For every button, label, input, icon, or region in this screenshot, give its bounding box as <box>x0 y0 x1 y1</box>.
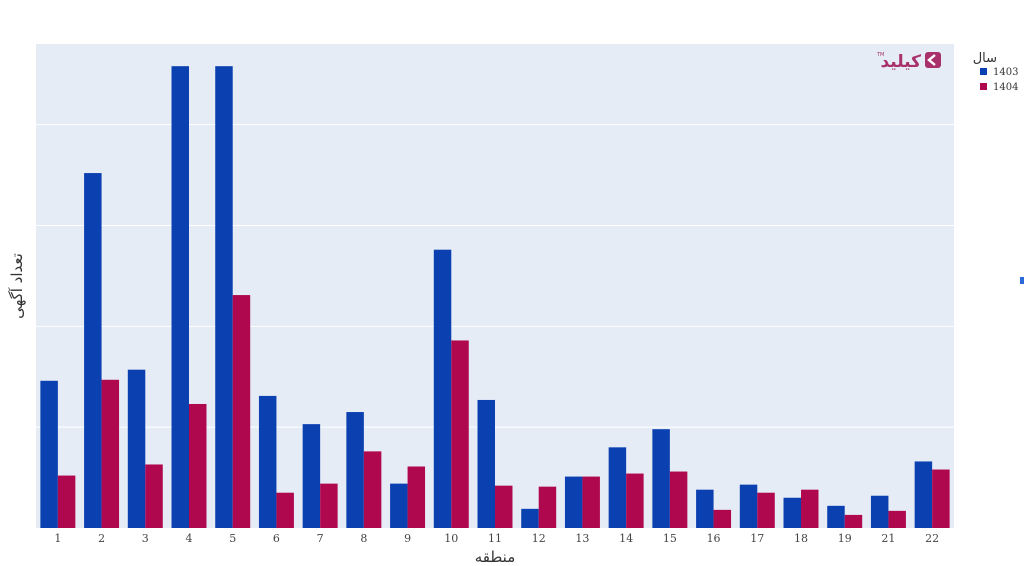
bar-1403-14 <box>608 447 627 528</box>
legend-item-label: 1404 <box>993 82 1018 93</box>
bar-1403-21 <box>870 495 889 528</box>
x-tick-label: 8 <box>360 532 367 545</box>
legend-swatch <box>980 83 987 90</box>
x-tick-label: 13 <box>575 532 589 545</box>
bar-1404-18 <box>801 489 819 528</box>
bar-1403-4 <box>171 66 189 528</box>
x-tick-label: 4 <box>186 532 193 545</box>
bar-1404-4 <box>189 403 207 528</box>
bar-1403-19 <box>827 505 845 528</box>
bar-1404-1 <box>57 475 76 528</box>
bar-1403-16 <box>696 489 714 528</box>
logo: کیلید TM <box>876 52 941 72</box>
x-tick-label: 17 <box>750 532 764 545</box>
bar-1403-10 <box>433 249 452 528</box>
bar-1404-6 <box>276 492 294 528</box>
legend-item-label: 1403 <box>993 67 1018 78</box>
bar-1403-18 <box>783 497 801 528</box>
bar-1404-22 <box>932 469 950 528</box>
bar-1404-10 <box>451 340 469 528</box>
bar-1404-11 <box>495 485 513 528</box>
x-tick-label: 22 <box>925 532 939 545</box>
bar-1404-12 <box>538 486 557 528</box>
x-tick-label: 16 <box>707 532 721 545</box>
bar-1403-8 <box>346 412 364 528</box>
x-tick-label: 9 <box>404 532 411 545</box>
bar-1403-7 <box>302 424 321 528</box>
x-tick-label: 2 <box>98 532 105 545</box>
bar-1403-11 <box>477 399 495 528</box>
legend-title: سال <box>973 51 997 66</box>
x-tick-label: 14 <box>619 532 633 545</box>
bar-1404-19 <box>844 514 863 528</box>
bar-1403-5 <box>215 66 233 528</box>
bar-1403-1 <box>40 380 58 528</box>
bar-1403-15 <box>652 429 670 528</box>
logo-tm: TM <box>876 52 884 58</box>
x-tick-label: 1 <box>54 532 61 545</box>
x-tick-label: 10 <box>444 532 458 545</box>
bar-1403-2 <box>84 173 102 529</box>
x-tick-label: 6 <box>273 532 280 545</box>
x-tick-label: 5 <box>229 532 236 545</box>
bar-1404-16 <box>713 509 732 528</box>
bar-1403-6 <box>258 395 277 528</box>
bar-1404-13 <box>582 476 600 528</box>
bar-1403-9 <box>390 483 408 528</box>
x-axis-title: منطقه <box>475 548 516 566</box>
x-axis-ticks: 1 2 3 4 5 6 7 8 9 10 11 12 13 14 15 16 17 18 19 21 22 <box>54 532 939 545</box>
bar-1403-17 <box>739 484 758 528</box>
legend: سال 1403 1404 <box>973 51 1019 93</box>
x-tick-label: 15 <box>663 532 677 545</box>
legend-swatch <box>980 68 987 75</box>
bar-1404-2 <box>101 379 120 528</box>
x-tick-label: 12 <box>532 532 546 545</box>
logo-text: کیلید <box>880 52 921 72</box>
x-tick-label: 21 <box>881 532 895 545</box>
bar-1404-15 <box>669 471 688 528</box>
bar-1404-7 <box>320 483 338 528</box>
x-tick-label: 19 <box>838 532 852 545</box>
scroll-marker <box>1020 277 1024 284</box>
x-tick-label: 18 <box>794 532 808 545</box>
logo-mark-icon <box>925 52 941 68</box>
bar-1404-14 <box>626 473 644 528</box>
bar-1403-3 <box>127 369 146 528</box>
bar-1404-17 <box>757 492 775 528</box>
x-tick-label: 3 <box>142 532 149 545</box>
bar-1404-5 <box>232 295 251 528</box>
bar-1404-3 <box>145 464 163 528</box>
y-axis-title: تعداد آگهی <box>8 253 26 319</box>
bar-1403-12 <box>521 508 539 528</box>
logo-chevron-icon <box>927 54 936 66</box>
bar-1404-21 <box>888 510 906 528</box>
bar-1403-22 <box>914 461 933 528</box>
x-tick-label: 7 <box>317 532 324 545</box>
bar-1404-8 <box>363 451 382 528</box>
x-tick-label: 11 <box>488 532 502 545</box>
bar-1404-9 <box>407 466 426 528</box>
bar-1403-13 <box>564 476 583 528</box>
bars <box>40 66 950 529</box>
